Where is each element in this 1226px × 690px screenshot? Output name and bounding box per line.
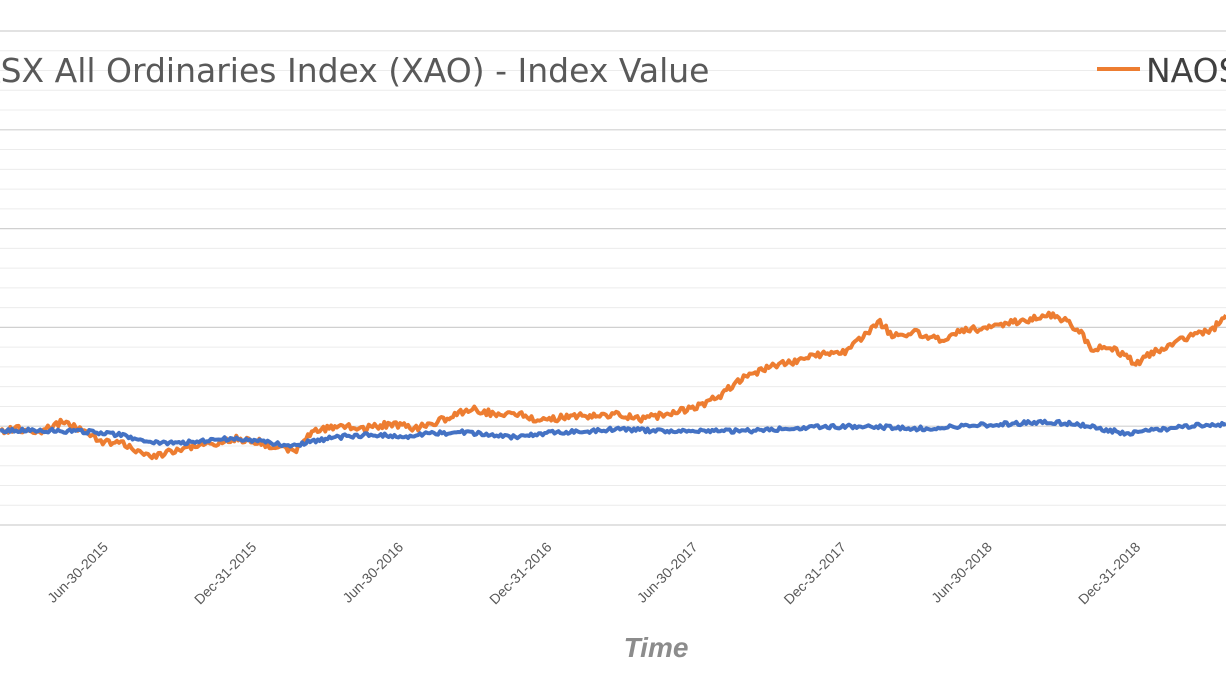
x-tick-label: Jun-30-2018 <box>928 539 995 606</box>
x-tick-label: Jun-30-2015 <box>44 539 111 606</box>
x-tick-label: Dec-31-2015 <box>191 539 260 608</box>
series-line-index <box>0 418 1226 449</box>
x-tick-label: Dec-31-2016 <box>486 539 555 608</box>
x-tick-label: Dec-31-2017 <box>780 539 849 608</box>
x-tick-label: Jun-30-2016 <box>339 539 406 606</box>
legend-label-naos: NAOS <box>1146 51 1226 90</box>
grid-lines <box>0 30 1226 526</box>
series-line-naos <box>0 310 1226 461</box>
x-tick-labels: Jun-30-2015 Dec-31-2015 Jun-30-2016 Dec-31-… <box>44 539 1144 608</box>
legend: NAOS <box>1097 51 1226 90</box>
x-tick-label: Dec-31-2018 <box>1075 539 1144 608</box>
x-tick-label: Jun-30-2017 <box>634 539 701 606</box>
x-axis-title: Time <box>624 632 689 663</box>
series-lines <box>0 310 1226 461</box>
chart-title: ASX All Ordinaries Index (XAO) - Index V… <box>0 51 709 90</box>
